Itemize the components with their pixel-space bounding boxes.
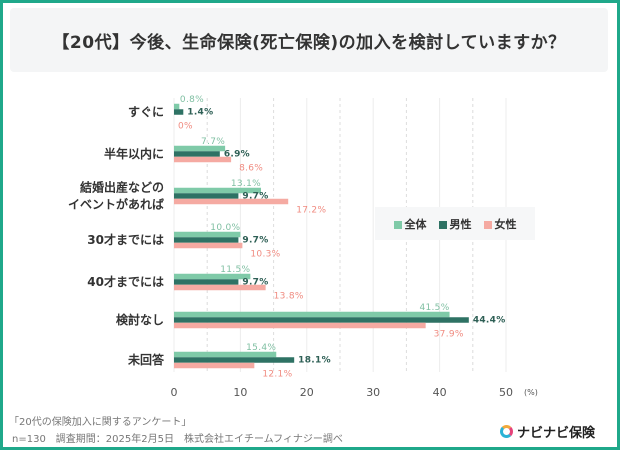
- bar-total: [174, 145, 226, 152]
- bar-male: [174, 279, 239, 285]
- bar-male: [174, 151, 220, 157]
- data-label-female: 12.1%: [262, 369, 292, 379]
- data-label-total: 11.5%: [220, 265, 250, 275]
- data-label-male: 18.1%: [298, 355, 331, 365]
- bar-female: [174, 156, 232, 163]
- category-label: 30才までには: [87, 232, 164, 247]
- data-label-total: 13.1%: [231, 179, 261, 189]
- bar-total: [174, 311, 450, 318]
- legend: 全体 男性 女性: [375, 207, 535, 240]
- bar-total: [174, 273, 251, 280]
- bar-female: [174, 322, 426, 329]
- bar-total: [174, 231, 241, 238]
- data-label-total: 15.4%: [246, 343, 276, 353]
- bar-male: [174, 237, 239, 243]
- logo-text: ナビナビ保険: [517, 426, 596, 441]
- bar-total: [174, 351, 277, 358]
- data-label-female: 17.2%: [296, 205, 326, 215]
- logo-icon: [500, 425, 513, 438]
- data-label-total: 41.5%: [419, 303, 449, 313]
- category-label: 半年以内に: [104, 146, 164, 161]
- bar-male: [174, 357, 295, 363]
- x-tick-label: 10: [233, 386, 247, 399]
- data-label-total: 0.8%: [180, 95, 204, 105]
- bar-male: [174, 109, 184, 115]
- x-tick-label: 30: [366, 386, 380, 399]
- x-tick-label: 40: [433, 386, 447, 399]
- category-label: すぐに: [128, 105, 164, 119]
- data-label-total: 10.0%: [210, 223, 240, 233]
- bar-female: [174, 242, 243, 249]
- category-label: 40才までには: [87, 274, 164, 289]
- legend-item-male: 男性: [438, 216, 472, 232]
- category-label: 未回答: [127, 352, 165, 367]
- x-tick-label: 0: [171, 386, 178, 399]
- data-label-female: 13.8%: [274, 291, 304, 301]
- data-label-male: 1.4%: [187, 107, 213, 117]
- survey-details: n=130 調査期間：2025年2月5日 株式会社エイチームフィナジー調べ: [12, 434, 343, 445]
- legend-item-total: 全体: [393, 216, 427, 232]
- bar-total: [174, 187, 261, 194]
- legend-item-female: 女性: [483, 216, 517, 232]
- bar-female: [174, 362, 255, 369]
- legend-label: 全体: [404, 217, 427, 231]
- data-label-male: 9.7%: [242, 277, 268, 287]
- data-label-male: 9.7%: [242, 191, 268, 201]
- title-box: 【20代】今後、生命保険(死亡保険)の加入を検討していますか？: [10, 8, 608, 72]
- category-label: 結婚出産などの: [80, 180, 164, 195]
- legend-label: 女性: [494, 217, 517, 231]
- bar-female: [174, 198, 289, 205]
- data-label-male: 6.9%: [224, 149, 250, 159]
- legend-swatch: [393, 220, 402, 229]
- bar-male: [174, 317, 469, 323]
- legend-swatch: [483, 220, 492, 229]
- category-label: イベントがあれば: [68, 197, 164, 212]
- data-label-female: 10.3%: [250, 249, 280, 259]
- chart-title: 【20代】今後、生命保険(死亡保険)の加入を検討していますか？: [52, 32, 566, 53]
- data-label-total: 7.7%: [201, 137, 225, 147]
- data-label-male: 44.4%: [473, 315, 506, 325]
- data-label-female: 37.9%: [434, 329, 464, 339]
- legend-label: 男性: [449, 217, 472, 231]
- bar-total: [174, 103, 180, 110]
- x-tick-label: 50: [499, 386, 513, 399]
- logo: ナビナビ保険: [500, 422, 595, 441]
- x-tick-label: 20: [300, 386, 314, 399]
- data-label-female: 0%: [178, 121, 193, 131]
- data-label-female: 8.6%: [239, 163, 263, 173]
- x-unit-label: (%): [524, 388, 538, 397]
- legend-swatch: [438, 220, 447, 229]
- bar-male: [174, 193, 239, 199]
- data-label-male: 9.7%: [242, 235, 268, 245]
- category-label: 検討なし: [116, 312, 164, 327]
- bar-female: [174, 284, 266, 291]
- survey-name: 「20代の保険加入に関するアンケート」: [9, 417, 192, 428]
